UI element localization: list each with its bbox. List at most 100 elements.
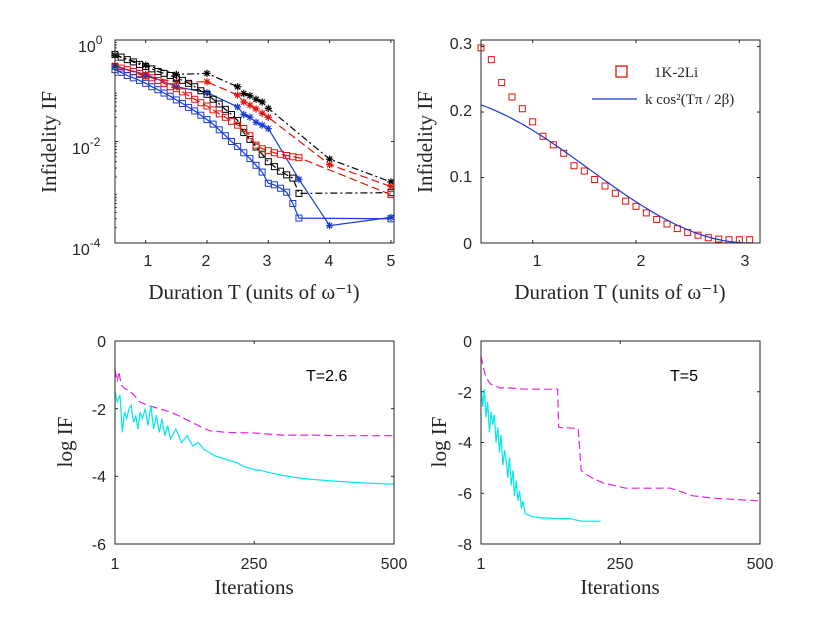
data-point [487, 56, 495, 64]
data-point [580, 167, 588, 175]
data-point [622, 197, 630, 205]
data-point [215, 126, 223, 134]
data-point [252, 118, 260, 126]
data-point [234, 91, 242, 99]
data-point [283, 188, 291, 196]
chart-a-ytick-2: 10-2 [72, 135, 101, 158]
chart-d-ytick-0: 0 [463, 334, 472, 351]
data-point [228, 138, 236, 145]
chart-c-ytick-m4: -4 [92, 469, 106, 486]
data-point [240, 125, 248, 133]
data-point [178, 88, 186, 96]
chart-a-ytick-4: 10-4 [72, 236, 101, 259]
data-point [191, 95, 199, 103]
chart-b-ytick-0: 0 [463, 236, 472, 253]
chart-c-ticks [114, 340, 395, 545]
series-line [480, 386, 601, 522]
data-point [539, 132, 547, 140]
data-point [178, 100, 186, 108]
data-point [203, 116, 211, 124]
data-point [258, 98, 266, 106]
chart-c-ytick-m6: -6 [92, 537, 106, 554]
chart-a-frame [114, 39, 395, 244]
data-point [178, 76, 186, 84]
chart-a-xtick-4: 4 [325, 253, 334, 270]
chart-c-frame [114, 340, 395, 545]
data-point [240, 149, 248, 157]
chart-b-marks [477, 44, 754, 244]
series-line [480, 104, 750, 244]
data-point [518, 105, 526, 113]
data-point [295, 154, 303, 162]
data-point [258, 121, 266, 129]
data-point [185, 92, 193, 100]
chart-c-xtick-1: 1 [111, 556, 120, 573]
chart-d-xtick-500: 500 [747, 556, 774, 573]
data-point [246, 132, 254, 140]
data-point [142, 70, 150, 78]
data-point [246, 101, 254, 109]
series-line [114, 391, 395, 485]
data-point [203, 102, 211, 110]
data-point [240, 98, 248, 106]
chart-c-ytick-0: 0 [97, 334, 106, 351]
data-point [234, 83, 242, 91]
chart-d-ytick-m8: -8 [458, 537, 472, 554]
chart-b: 1 2 3 0 0.1 0.2 0.3 Duration T (units of… [413, 36, 761, 304]
data-point [663, 220, 671, 228]
chart-d-ticks [480, 340, 761, 545]
data-point [209, 95, 217, 103]
data-point [172, 78, 180, 86]
chart-c-ylabel: log IF [53, 417, 77, 468]
data-point [221, 105, 229, 113]
data-point [746, 236, 754, 244]
chart-d-marks [480, 356, 761, 522]
chart-b-frame [480, 39, 761, 244]
chart-c-xlabel: Iterations [214, 575, 293, 599]
chart-d-frame [480, 340, 761, 545]
chart-c-marks [114, 369, 395, 485]
chart-a-xtick-5: 5 [387, 253, 396, 270]
data-point [197, 99, 205, 107]
data-point [591, 175, 599, 183]
chart-b-ytick-2: 0.2 [450, 103, 472, 120]
data-point [228, 117, 236, 125]
chart-a-ytick-0: 100 [78, 33, 103, 56]
chart-b-xtick-2: 2 [637, 253, 646, 270]
chart-a: 1 2 3 4 5 100 10-2 10-4 Duration T (unit… [37, 33, 396, 304]
series-line [480, 356, 761, 502]
chart-d-ylabel: log IF [427, 417, 451, 468]
chart-a-marks [111, 50, 395, 230]
chart-d-annotation: T=5 [670, 368, 698, 385]
data-point [277, 167, 285, 175]
chart-b-xlabel: Duration T (units of ω⁻¹) [514, 280, 725, 304]
data-point [221, 132, 229, 140]
data-point [166, 92, 174, 100]
legend-label-formula: k cos²(Tπ / 2β) [645, 92, 734, 108]
chart-a-ylabel: Infidelity IF [37, 91, 61, 193]
data-point [203, 88, 211, 97]
data-point [498, 79, 506, 87]
series-line [114, 54, 392, 183]
data-point [387, 213, 395, 221]
data-point [215, 100, 223, 108]
data-point [289, 174, 297, 182]
chart-d: 1 250 500 -8 -6 -4 -2 0 Iterations log I… [427, 334, 773, 599]
chart-c-annotation: T=2.6 [306, 368, 347, 385]
data-point [387, 182, 395, 191]
data-point [258, 109, 266, 117]
data-point [264, 113, 272, 121]
data-point [632, 202, 640, 210]
chart-d-xtick-250: 250 [607, 556, 634, 573]
chart-b-ytick-3: 0.3 [450, 36, 472, 53]
chart-a-xtick-1: 1 [144, 253, 153, 270]
data-point [203, 78, 211, 86]
data-point [203, 69, 211, 77]
data-point [601, 182, 609, 190]
data-point [252, 105, 260, 113]
chart-c: 1 250 500 -6 -4 -2 0 Iterations log IF T… [53, 334, 407, 599]
data-point [549, 141, 557, 149]
data-point [252, 141, 260, 149]
legend-label-1k-2li: 1K-2Li [654, 65, 698, 81]
